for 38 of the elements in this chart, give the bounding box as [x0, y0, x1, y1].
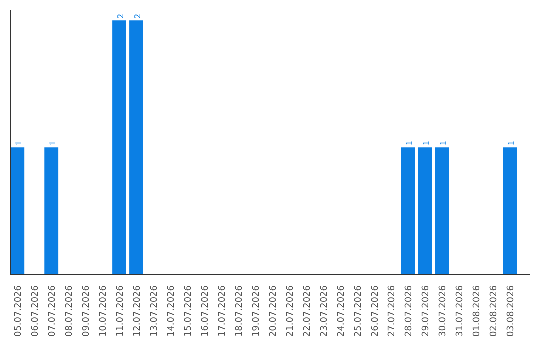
x-tick-label: 28.07.2026	[404, 285, 415, 338]
x-tick-label: 30.07.2026	[438, 285, 449, 338]
x-tick-label: 12.07.2026	[133, 285, 144, 338]
data-label: 1	[48, 141, 58, 146]
x-tick-label: 19.07.2026	[252, 285, 262, 338]
x-tick-label: 24.07.2026	[336, 285, 347, 338]
x-tick-label: 29.07.2026	[422, 285, 432, 338]
x-tick-label: 15.07.2026	[184, 285, 194, 338]
x-tick-label: 13.07.2026	[150, 285, 160, 338]
data-label: 2	[116, 14, 126, 19]
x-tick-label: 16.07.2026	[200, 285, 211, 338]
x-tick-label: 18.07.2026	[234, 285, 245, 338]
x-tick-label: 20.07.2026	[268, 285, 279, 338]
x-tick-label: 26.07.2026	[370, 285, 381, 338]
x-tick-label: 31.07.2026	[456, 285, 466, 338]
x-tick-label: 14.07.2026	[166, 285, 177, 338]
x-tick-label: 17.07.2026	[218, 285, 228, 338]
x-tick-label: 21.07.2026	[286, 285, 296, 338]
x-tick-label: 05.07.2026	[14, 285, 24, 338]
data-label: 1	[438, 141, 448, 146]
x-tick-label: 03.08.2026	[506, 285, 517, 338]
x-tick-label: 25.07.2026	[354, 285, 364, 338]
x-tick-label: 06.07.2026	[31, 285, 42, 338]
data-label: 1	[421, 141, 432, 146]
x-tick-label: 02.08.2026	[490, 285, 500, 338]
x-tick-label: 09.07.2026	[82, 285, 92, 338]
x-tick-label: 08.07.2026	[65, 285, 76, 338]
x-tick-label: 23.07.2026	[320, 285, 330, 338]
data-label: 2	[132, 14, 143, 19]
data-label: 1	[506, 141, 516, 146]
x-tick-label: 10.07.2026	[99, 285, 110, 338]
x-tick-label: 11.07.2026	[116, 285, 126, 338]
x-tick-label: 01.08.2026	[472, 285, 483, 338]
x-tick-label: 27.07.2026	[388, 285, 398, 338]
data-label: 1	[404, 141, 414, 146]
x-tick-label: 07.07.2026	[48, 285, 58, 338]
x-tick-label: 22.07.2026	[302, 285, 313, 338]
data-label: 1	[14, 141, 24, 146]
